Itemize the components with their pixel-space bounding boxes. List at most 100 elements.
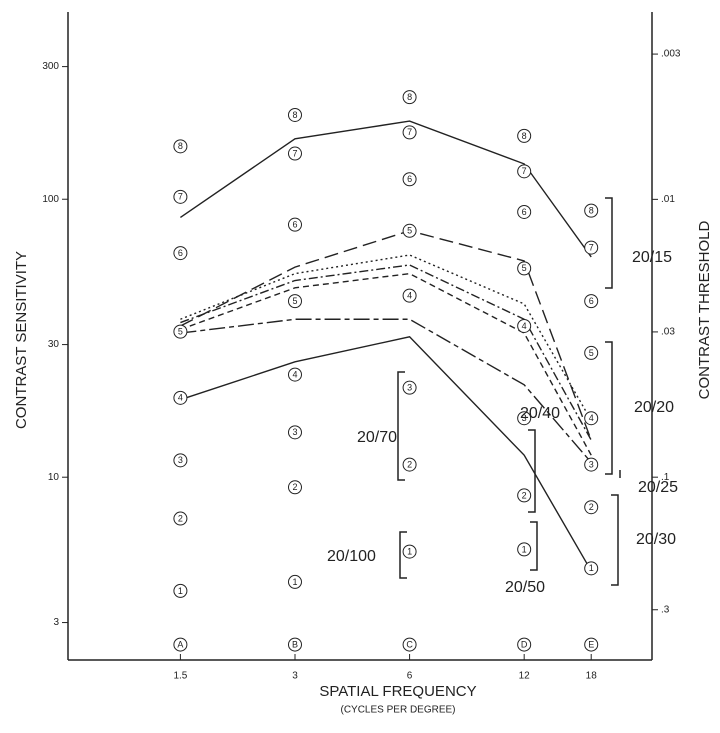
marker	[173, 511, 188, 526]
marker	[584, 203, 599, 218]
marker-label: 3	[407, 383, 412, 393]
marker	[584, 240, 599, 255]
marker-label: 5	[178, 326, 183, 336]
y2-tick-label: .1	[661, 472, 670, 483]
acuity-label: 20/50	[505, 579, 545, 596]
acuity-label: 20/25	[638, 479, 678, 496]
marker-label: 5	[589, 348, 594, 358]
marker-label: B	[292, 639, 298, 649]
marker	[173, 637, 188, 652]
marker	[402, 380, 417, 395]
marker-label: 8	[178, 141, 183, 151]
y-tick-label: 100	[42, 194, 59, 205]
marker-label: 6	[589, 296, 594, 306]
marker	[287, 107, 302, 122]
marker-label: 7	[292, 148, 297, 158]
marker	[402, 637, 417, 652]
acuity-bracket	[611, 494, 619, 586]
marker-label: 2	[292, 482, 297, 492]
marker	[517, 261, 532, 276]
acuity-label: 20/30	[636, 531, 676, 548]
marker	[287, 480, 302, 495]
marker-label: A	[177, 639, 183, 649]
marker	[402, 90, 417, 105]
marker	[584, 561, 599, 576]
marker-label: 6	[522, 207, 527, 217]
acuity-bracket	[605, 197, 613, 289]
marker	[517, 542, 532, 557]
marker-label: 1	[589, 563, 594, 573]
marker	[173, 390, 188, 405]
marker-label: 8	[522, 131, 527, 141]
acuity-label: 20/15	[632, 249, 672, 266]
marker-label: 8	[589, 205, 594, 215]
acuity-label: 20/20	[634, 399, 674, 416]
marker-label: 7	[178, 192, 183, 202]
marker	[173, 324, 188, 339]
marker-label: 8	[407, 92, 412, 102]
x-axis-subtitle: (CYCLES PER DEGREE)	[340, 705, 455, 716]
marker-label: 6	[407, 174, 412, 184]
marker	[584, 500, 599, 515]
acuity-bracket	[397, 371, 405, 481]
marker	[402, 223, 417, 238]
marker-label: 2	[522, 490, 527, 500]
marker	[517, 128, 532, 143]
y2-tick-label: .01	[661, 194, 675, 205]
marker-label: 4	[589, 413, 594, 423]
y-tick-label: 300	[42, 61, 59, 72]
marker	[517, 637, 532, 652]
y2-tick-label: .03	[661, 327, 675, 338]
marker-label: 5	[522, 263, 527, 273]
marker	[287, 217, 302, 232]
acuity-label: 20/100	[327, 548, 376, 565]
marker	[287, 637, 302, 652]
marker-label: 5	[407, 226, 412, 236]
acuity-bracket	[605, 341, 613, 475]
acuity-bracket	[399, 531, 407, 579]
y-tick-label: 10	[48, 472, 60, 483]
marker	[173, 189, 188, 204]
marker	[517, 488, 532, 503]
marker	[173, 246, 188, 261]
series-line	[180, 272, 592, 456]
marker	[584, 457, 599, 472]
y2-tick-label: .3	[661, 604, 670, 615]
marker-label: 1	[292, 577, 297, 587]
marker	[287, 574, 302, 589]
marker-label: D	[521, 639, 528, 649]
marker-label: 3	[589, 459, 594, 469]
y2-axis-title: CONTRAST THRESHOLD	[696, 221, 713, 400]
marker	[517, 318, 532, 333]
marker	[173, 453, 188, 468]
marker	[584, 411, 599, 426]
marker	[287, 146, 302, 161]
marker	[517, 204, 532, 219]
x-tick-label: 3	[292, 671, 298, 682]
marker	[402, 125, 417, 140]
x-tick-label: 1.5	[173, 671, 187, 682]
marker-label: 1	[178, 586, 183, 596]
marker	[287, 367, 302, 382]
y2-tick-label: .003	[661, 49, 681, 60]
marker	[173, 583, 188, 598]
x-tick-label: 6	[407, 671, 413, 682]
marker-label: 4	[178, 393, 183, 403]
series-line	[180, 336, 592, 572]
marker-label: 1	[522, 544, 527, 554]
marker-label: 7	[407, 127, 412, 137]
marker-label: 5	[292, 296, 297, 306]
marker-label: 6	[292, 220, 297, 230]
marker	[173, 139, 188, 154]
marker-label: C	[406, 639, 413, 649]
marker-label: 1	[407, 546, 412, 556]
marker	[402, 172, 417, 187]
marker	[402, 457, 417, 472]
marker	[287, 425, 302, 440]
marker-label: 7	[522, 166, 527, 176]
marker-label: 4	[522, 321, 527, 331]
acuity-bracket	[530, 521, 538, 571]
marker-label: 3	[292, 427, 297, 437]
series-line	[180, 264, 592, 441]
x-tick-label: 12	[519, 671, 531, 682]
